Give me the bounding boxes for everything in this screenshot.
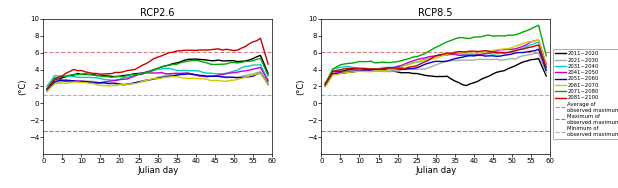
Title: RCP2.6: RCP2.6 <box>140 8 175 18</box>
Title: RCP8.5: RCP8.5 <box>418 8 453 18</box>
Legend: 2011~2020, 2021~2030, 2031~2040, 2041~2050, 2051~2060, 2061~2070, 2071~2080, 208: 2011~2020, 2021~2030, 2031~2040, 2041~20… <box>553 49 618 139</box>
Y-axis label: (°C): (°C) <box>297 78 305 95</box>
Y-axis label: (°C): (°C) <box>19 78 27 95</box>
X-axis label: Julian day: Julian day <box>137 166 178 175</box>
X-axis label: Julian day: Julian day <box>415 166 456 175</box>
